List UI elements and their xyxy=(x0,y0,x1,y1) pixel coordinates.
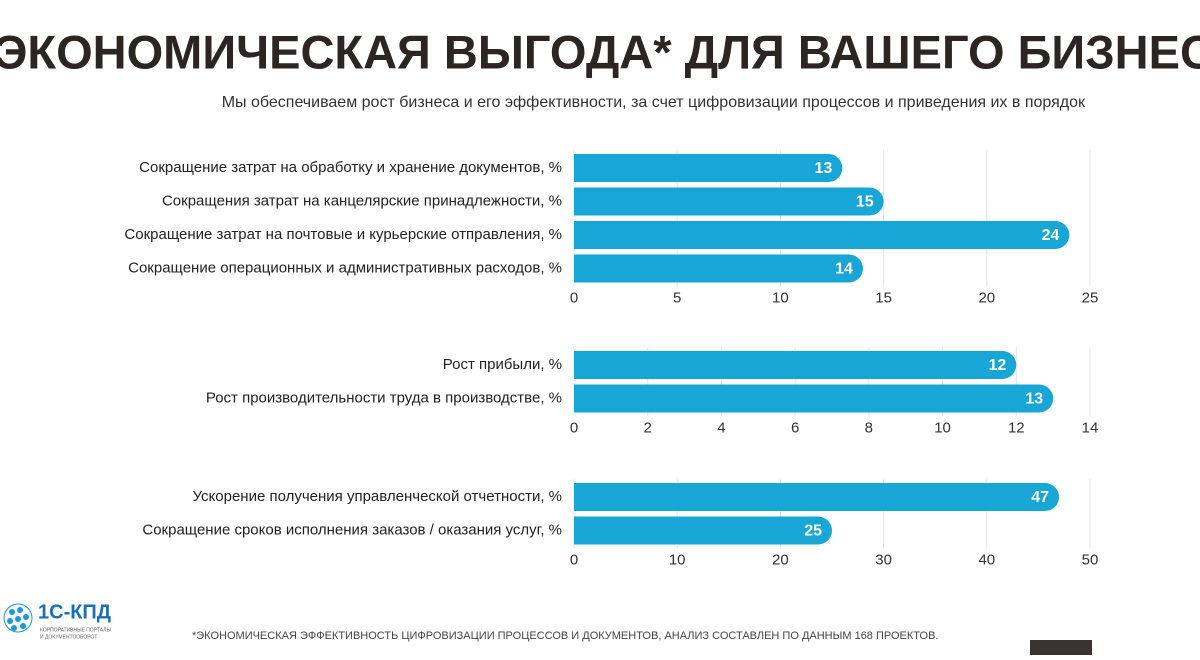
bar xyxy=(574,221,1070,249)
bar xyxy=(574,516,832,545)
value-label: 14 xyxy=(835,261,853,278)
decor-block xyxy=(1030,640,1092,655)
bar xyxy=(574,187,884,216)
bar-chart: 0 2 4 6 8 10 12 14 Рост прибыли, % 12 Рост произво… xyxy=(206,347,1099,436)
category-label: Сокращение операционных и административн… xyxy=(128,259,562,276)
value-label: 13 xyxy=(1025,391,1043,408)
x-tick-label: 50 xyxy=(1082,551,1099,568)
x-tick-label: 20 xyxy=(978,289,995,306)
x-tick-label: 30 xyxy=(875,551,892,568)
subtitle: Мы обеспечиваем рост бизнеса и его эффек… xyxy=(222,94,1086,111)
category-label: Рост производительности труда в производ… xyxy=(206,389,562,406)
category-label: Сокращения затрат на канцелярские принад… xyxy=(162,192,562,209)
x-tick-label: 10 xyxy=(669,551,686,568)
category-label: Рост прибыли, % xyxy=(443,356,562,373)
x-tick-label: 8 xyxy=(865,419,873,436)
value-label: 12 xyxy=(988,357,1006,374)
x-tick-label: 12 xyxy=(1008,419,1025,436)
logo-icon xyxy=(3,603,33,633)
footnote: *ЭКОНОМИЧЕСКАЯ ЭФФЕКТИВНОСТЬ ЦИФРОВИЗАЦИ… xyxy=(192,630,938,642)
logo-caption: И ДОКУМЕНТООБОРОТ xyxy=(40,634,97,640)
bar xyxy=(574,384,1054,413)
x-tick-label: 20 xyxy=(772,551,789,568)
value-label: 13 xyxy=(815,160,833,177)
logo-caption: КОРПОРАТИВНЫЕ ПОРТАЛЫ xyxy=(40,627,111,633)
x-tick-label: 10 xyxy=(934,419,951,436)
x-tick-label: 40 xyxy=(978,551,995,568)
category-label: Сокращение затрат на почтовые и курьерск… xyxy=(124,226,562,243)
x-tick-label: 25 xyxy=(1082,289,1099,306)
x-tick-label: 4 xyxy=(717,419,725,436)
value-label: 24 xyxy=(1042,227,1060,244)
x-tick-label: 6 xyxy=(791,419,799,436)
logo-text: 1С-КПД xyxy=(38,601,111,623)
value-label: 25 xyxy=(804,523,822,540)
x-tick-label: 15 xyxy=(875,289,892,306)
bar-chart: 0 10 20 30 40 50 Ускорение получения управленч… xyxy=(142,479,1098,568)
x-tick-label: 14 xyxy=(1082,419,1099,436)
x-tick-label: 0 xyxy=(570,551,578,568)
x-tick-label: 2 xyxy=(644,419,652,436)
bar xyxy=(574,351,1017,379)
value-label: 47 xyxy=(1031,489,1049,506)
bar xyxy=(574,154,843,182)
category-label: Сокращение сроков исполнения заказов / о… xyxy=(142,521,562,538)
category-label: Сокращение затрат на обработку и хранени… xyxy=(139,159,562,176)
x-tick-label: 0 xyxy=(570,419,578,436)
bar-chart: 0 5 10 15 20 25 Сокращение затрат на обработку… xyxy=(124,150,1098,306)
x-tick-label: 5 xyxy=(673,289,681,306)
x-tick-label: 10 xyxy=(772,289,789,306)
value-label: 15 xyxy=(856,194,874,211)
bar xyxy=(574,483,1060,511)
x-tick-label: 0 xyxy=(570,289,578,306)
bar xyxy=(574,254,863,283)
slide-title: ЭКОНОМИЧЕСКАЯ ВЫГОДА* ДЛЯ ВАШЕГО БИЗНЕСА xyxy=(0,25,1200,78)
category-label: Ускорение получения управленческой отчет… xyxy=(193,488,563,505)
